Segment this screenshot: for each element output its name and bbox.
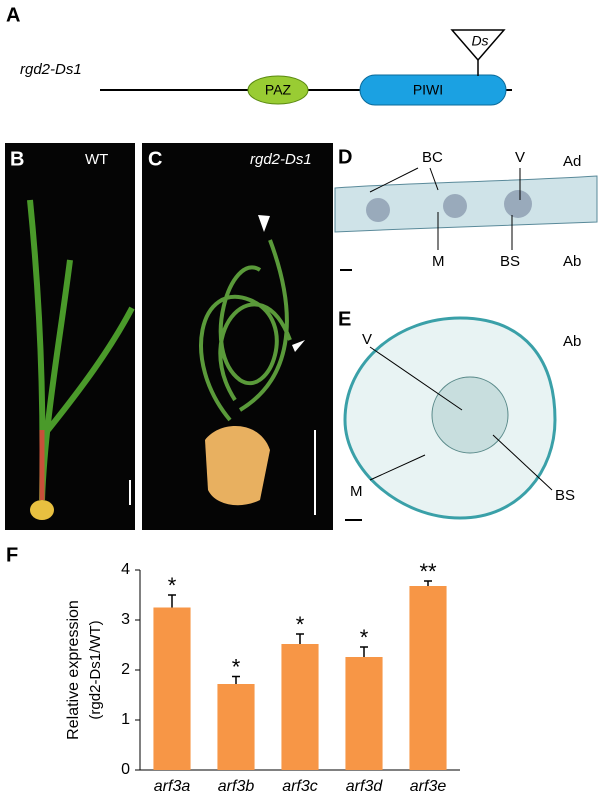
annotation: BC <box>422 149 443 166</box>
annotation: V <box>515 149 525 166</box>
seed <box>205 426 270 506</box>
domain-label: PAZ <box>265 82 292 98</box>
caption: WT <box>85 151 108 168</box>
panel-label: D <box>338 146 352 168</box>
caption: rgd2-Ds1 <box>250 151 312 168</box>
annotation: M <box>432 253 445 270</box>
bar <box>345 657 383 770</box>
pointer <box>429 167 439 191</box>
panel-label: B <box>10 148 24 170</box>
pointer <box>492 434 553 491</box>
pointer <box>369 346 463 411</box>
annotation: Ab <box>563 333 581 350</box>
annotation: Ad <box>563 153 581 170</box>
plant <box>199 239 292 422</box>
panel-label: C <box>148 148 162 170</box>
paz-domain <box>247 75 309 105</box>
insert-label: Ds <box>471 33 488 49</box>
y-tick-label: 1 <box>121 711 130 728</box>
x-tick-label: arf3c <box>282 778 318 795</box>
piwi-domain <box>359 74 507 106</box>
bar <box>281 644 319 770</box>
vein <box>443 194 467 218</box>
pointer <box>369 454 426 481</box>
annotation: BS <box>555 487 575 504</box>
annotation: M <box>350 483 363 500</box>
insert-triangle <box>450 29 506 62</box>
y-tick-label: 3 <box>121 611 130 628</box>
pointer <box>369 167 419 193</box>
bar <box>409 586 447 770</box>
y-tick-label: 4 <box>121 561 130 578</box>
panel-label: F <box>6 544 18 566</box>
bar-chart: 0 1 2 3 4 arf3a * arf3b * arf3c * arf3d * arf3e ** <box>121 559 460 795</box>
annotation: Ab <box>563 253 581 270</box>
y-axis-subtitle: (rgd2-Ds1/WT) <box>87 620 104 719</box>
gene-name: rgd2-Ds1 <box>20 61 82 78</box>
bar <box>217 684 255 770</box>
significance: * <box>232 654 241 679</box>
significance: * <box>168 573 177 598</box>
x-tick-label: arf3e <box>410 778 447 795</box>
panel-label: A <box>6 4 20 26</box>
y-tick-label: 2 <box>121 661 130 678</box>
panel-label: E <box>338 308 351 330</box>
domain-label: PIWI <box>413 82 443 98</box>
x-tick-label: arf3a <box>154 778 191 795</box>
significance: * <box>360 625 369 650</box>
significance: * <box>296 612 305 637</box>
annotation: V <box>362 331 372 348</box>
significance: ** <box>419 559 437 584</box>
x-tick-label: arf3d <box>346 778 384 795</box>
vein <box>366 198 390 222</box>
x-tick-label: arf3b <box>218 778 255 795</box>
y-axis-title: Relative expression <box>65 600 82 740</box>
vein <box>504 190 532 218</box>
seed <box>30 500 54 520</box>
y-tick-label: 0 <box>121 761 130 778</box>
annotation: BS <box>500 253 520 270</box>
bar <box>153 607 191 770</box>
stele <box>431 376 509 454</box>
